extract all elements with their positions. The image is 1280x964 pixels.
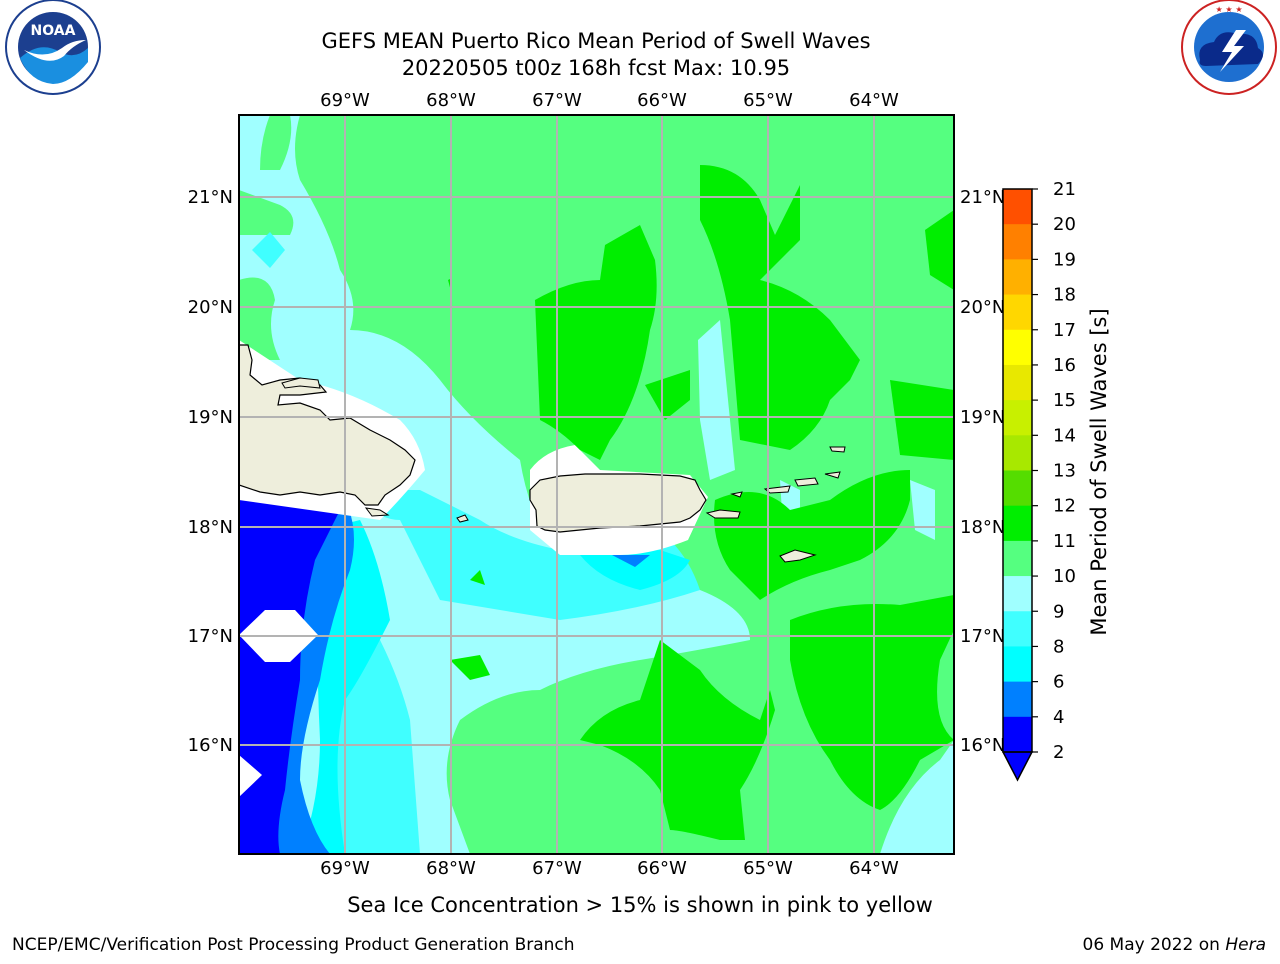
colorbar-tick-label: 12 (1053, 496, 1076, 517)
lat-label-right: 21°N (960, 187, 1005, 208)
lat-label-left: 16°N (188, 735, 233, 756)
lon-label-bottom: 64°W (849, 858, 899, 879)
lat-label-left: 21°N (188, 187, 233, 208)
lat-label-left: 20°N (188, 297, 233, 318)
lat-label-right: 17°N (960, 626, 1005, 647)
colorbar-segment (1003, 435, 1032, 471)
colorbar-tick-label: 21 (1053, 179, 1076, 200)
colorbar-tick-label: 9 (1053, 601, 1064, 622)
lat-label-right: 16°N (960, 735, 1005, 756)
colorbar-segment (1003, 189, 1032, 225)
colorbar-segment (1003, 224, 1032, 260)
lon-label-top: 67°W (532, 90, 582, 111)
title-line-2: 20220505 t00z 168h fcst Max: 10.95 (402, 56, 790, 80)
lon-label-bottom: 69°W (320, 858, 370, 879)
colorbar-tick-label: 8 (1053, 636, 1064, 657)
lon-label-bottom: 65°W (743, 858, 793, 879)
colorbar-tick-label: 2 (1053, 742, 1064, 763)
colorbar-tick-label: 6 (1053, 672, 1064, 693)
colorbar-tick-label: 16 (1053, 355, 1076, 376)
lon-label-top: 66°W (637, 90, 687, 111)
map-frame (238, 114, 955, 855)
latitude-labels-left: 21°N 20°N 19°N 18°N 17°N 16°N (188, 187, 233, 756)
latitude-labels-right: 21°N 20°N 19°N 18°N 17°N 16°N (960, 187, 1005, 756)
colorbar-segment (1003, 364, 1032, 401)
colorbar-segment (1003, 576, 1032, 612)
colorbar-segment (1003, 259, 1032, 296)
svg-text:★ ★ ★: ★ ★ ★ (1215, 5, 1242, 14)
colorbar-tick-label: 19 (1053, 249, 1076, 270)
lon-label-bottom: 66°W (637, 858, 687, 879)
colorbar-tick-label: 20 (1053, 214, 1076, 235)
lat-label-left: 18°N (188, 517, 233, 538)
lon-label-bottom: 68°W (426, 858, 476, 879)
colorbar-tick-label: 18 (1053, 285, 1076, 306)
colorbar-segment (1003, 716, 1032, 753)
colorbar-segment (1003, 681, 1032, 718)
longitude-labels-top: 69°W 68°W 67°W 66°W 65°W 64°W (320, 90, 899, 111)
colorbar-segment (1003, 294, 1032, 331)
colorbar-segment (1003, 505, 1032, 542)
lon-label-bottom: 67°W (532, 858, 582, 879)
colorbar-label: Mean Period of Swell Waves [s] (1087, 308, 1111, 635)
lat-label-right: 18°N (960, 517, 1005, 538)
colorbar: 2 4 6 8 9 10 11 12 13 14 15 16 17 18 19 20 21 (1001, 179, 1076, 782)
noaa-logo-text: NOAA (31, 23, 76, 39)
colorbar-tick-label: 15 (1053, 390, 1076, 411)
date-line: 06 May 2022 on Hera (1083, 935, 1267, 955)
colorbar-segment (1003, 470, 1032, 507)
colorbar-segment (1003, 646, 1032, 683)
nws-logo: ★ ★ ★ (1181, 0, 1277, 95)
noaa-logo: NOAA (5, 0, 101, 95)
credit-line: NCEP/EMC/Verification Post Processing Pr… (12, 935, 575, 955)
sea-ice-note: Sea Ice Concentration > 15% is shown in … (347, 893, 933, 917)
lon-label-top: 68°W (426, 90, 476, 111)
colorbar-segment (1003, 540, 1032, 577)
colorbar-segment (1003, 400, 1032, 436)
colorbar-tick-label: 4 (1053, 707, 1064, 728)
colorbar-extend-arrow (1001, 751, 1034, 782)
colorbar-segment (1003, 329, 1032, 366)
colorbar-tick-label: 11 (1053, 531, 1076, 552)
lat-label-right: 20°N (960, 297, 1005, 318)
lon-label-top: 64°W (849, 90, 899, 111)
colorbar-segment (1003, 611, 1032, 647)
longitude-labels-bottom: 69°W 68°W 67°W 66°W 65°W 64°W (320, 858, 899, 879)
colorbar-tick-label: 14 (1053, 425, 1076, 446)
colorbar-tick-label: 13 (1053, 461, 1076, 482)
lat-label-right: 19°N (960, 407, 1005, 428)
lon-label-top: 65°W (743, 90, 793, 111)
colorbar-tick-label: 17 (1053, 320, 1076, 341)
title-line-1: GEFS MEAN Puerto Rico Mean Period of Swe… (321, 29, 870, 53)
graticule (239, 115, 954, 854)
lon-label-top: 69°W (320, 90, 370, 111)
lat-label-left: 19°N (188, 407, 233, 428)
lat-label-left: 17°N (188, 626, 233, 647)
colorbar-tick-label: 10 (1053, 566, 1076, 587)
